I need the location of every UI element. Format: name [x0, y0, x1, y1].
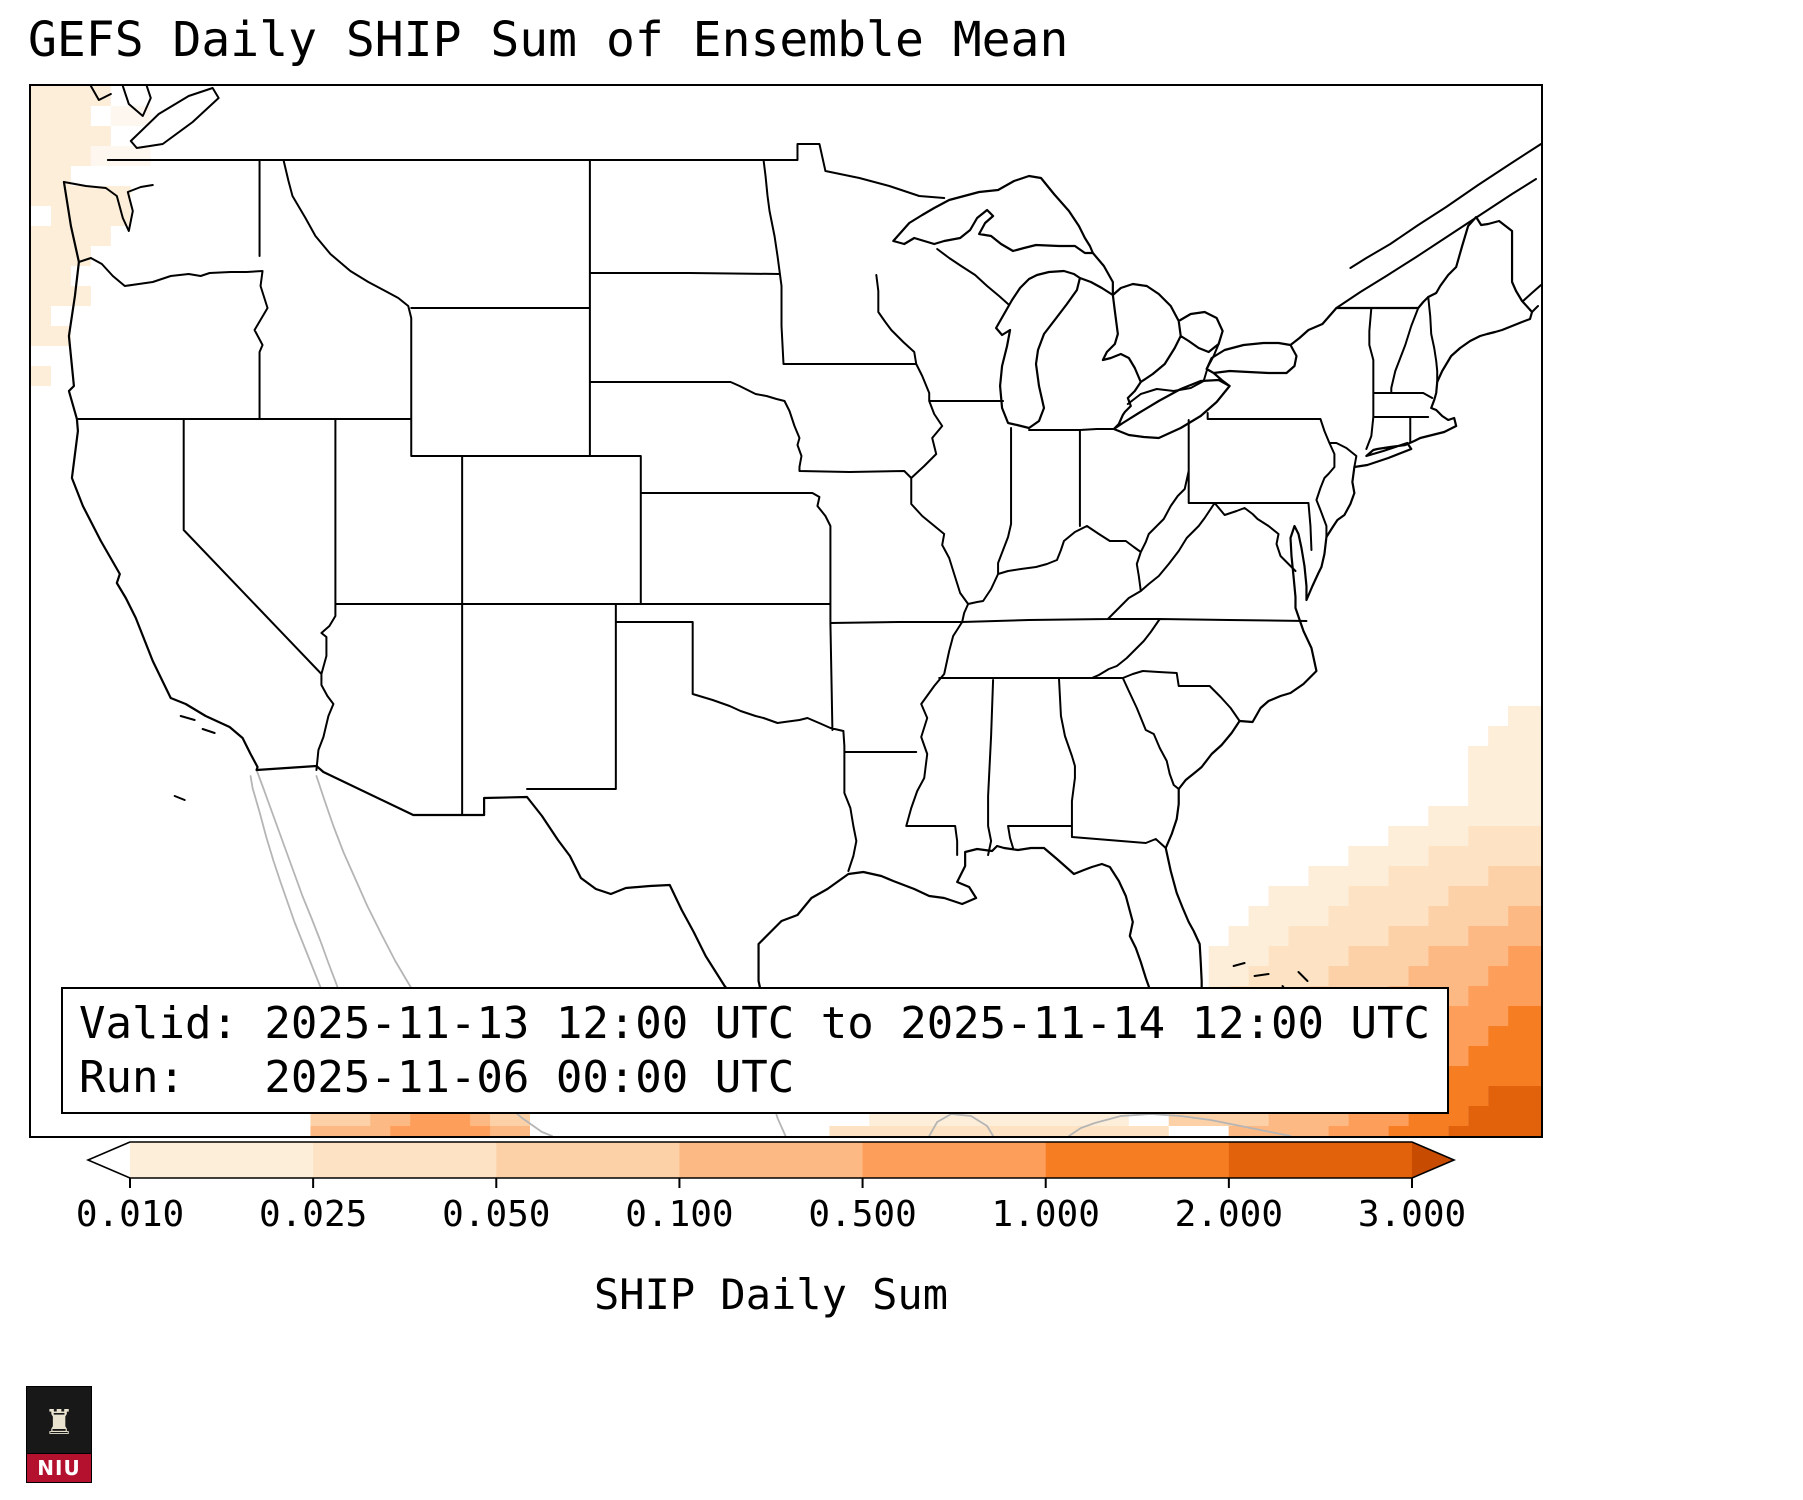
state-borders-path — [75, 159, 1439, 872]
canada-border-path — [62, 86, 1541, 405]
conus-coastline-path — [62, 180, 1534, 1045]
colorbar-tick-label: 3.000 — [1357, 1194, 1467, 1235]
valid-time-text: Valid: 2025-11-13 12:00 UTC to 2025-11-1… — [79, 998, 1431, 1049]
great-lakes-path — [892, 174, 1298, 440]
run-time-text: Run: 2025-11-06 00:00 UTC — [79, 1051, 795, 1103]
colorbar-label: SHIP Daily Sum — [593, 1270, 949, 1319]
colorbar-bar — [85, 1141, 1457, 1188]
niu-shield: ♜ — [26, 1386, 92, 1454]
colorbar: 0.010 0.025 0.050 0.100 0.500 1.000 2.000 3.000… — [0, 1138, 1803, 1388]
info-box: Valid: 2025-11-13 12:00 UTC to 2025-11-1… — [61, 987, 1449, 1115]
castle-icon: ♜ — [46, 1395, 72, 1444]
colorbar-tick-label: 0.500 — [808, 1194, 917, 1235]
niu-logo: ♜ NIU — [26, 1386, 92, 1483]
colorbar-tick-label: 0.100 — [625, 1194, 734, 1235]
colorbar-tick-label: 0.050 — [442, 1194, 551, 1235]
colorbar-tick-label: 1.000 — [991, 1194, 1100, 1235]
page-title: GEFS Daily SHIP Sum of Ensemble Mean — [28, 12, 1069, 68]
niu-logo-text: NIU — [26, 1454, 92, 1483]
heat-layer — [31, 86, 1541, 1136]
map-svg — [31, 86, 1541, 1136]
colorbar-tick-label: 0.010 — [75, 1194, 185, 1235]
map-frame: Valid: 2025-11-13 12:00 UTC to 2025-11-1… — [29, 84, 1543, 1138]
colorbar-tick-label: 0.025 — [258, 1194, 368, 1235]
colorbar-tick-label: 2.000 — [1174, 1194, 1284, 1235]
